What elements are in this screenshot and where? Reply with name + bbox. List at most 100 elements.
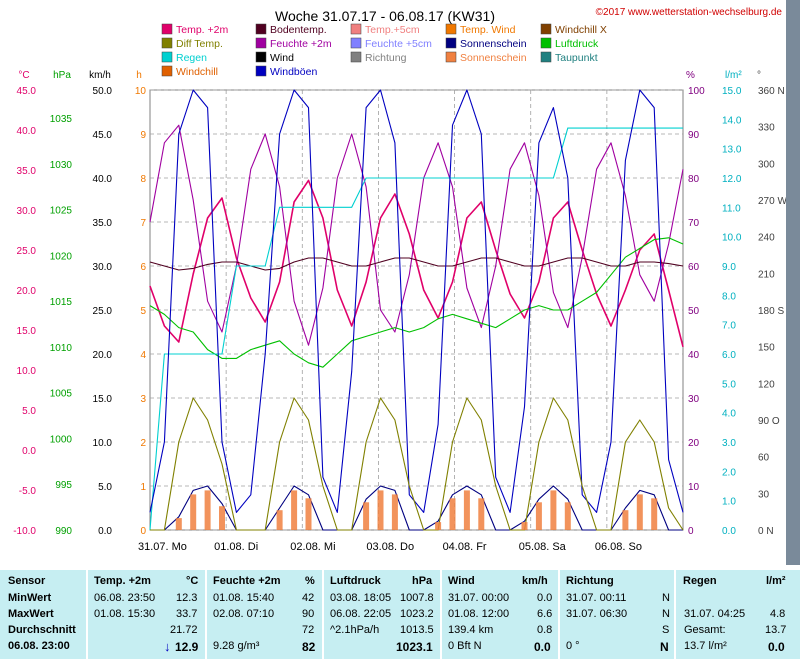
direction-axis-tick-label: 360 N bbox=[758, 86, 785, 97]
current-temp-value: 12.9 bbox=[175, 640, 199, 654]
direction-axis-tick-label: 240 bbox=[758, 233, 775, 244]
pressure-axis-tick-label: 1000 bbox=[50, 434, 73, 445]
sunshine-bar bbox=[175, 518, 182, 530]
sunshine-bar bbox=[276, 510, 283, 530]
wind-axis-tick-label: 45.0 bbox=[93, 130, 113, 141]
avg-wind-value: 0.8 bbox=[537, 624, 553, 636]
hours-axis-tick-label: 4 bbox=[140, 350, 146, 361]
row-label-max: MaxWert bbox=[8, 608, 54, 620]
rain-axis-tick-label: 11.0 bbox=[722, 203, 741, 214]
temp-axis-tick-label: 15.0 bbox=[17, 326, 37, 337]
temp-axis-tick-label: 40.0 bbox=[17, 126, 37, 137]
sunshine-bar bbox=[363, 502, 370, 530]
hours-axis-tick-label: 9 bbox=[140, 130, 146, 141]
pressure-axis-tick-label: 1005 bbox=[50, 389, 73, 400]
max-wind-value: 6.6 bbox=[537, 608, 553, 620]
legend-swatch bbox=[350, 37, 362, 49]
legend-swatch bbox=[540, 37, 552, 49]
sunshine-bar bbox=[435, 522, 442, 530]
temp-axis-unit-label: °C bbox=[18, 70, 29, 81]
min-pressure-value: 1007.8 bbox=[400, 592, 434, 604]
min-wind-value: 0.0 bbox=[537, 592, 553, 604]
rain-axis-tick-label: 6.0 bbox=[722, 350, 736, 361]
hours-axis-tick-label: 3 bbox=[140, 394, 146, 405]
series-line-feuchte-2m bbox=[149, 124, 684, 346]
humidity-axis-tick-label: 10 bbox=[688, 482, 700, 493]
direction-axis-unit-label: ° bbox=[757, 70, 761, 81]
humidity-axis-tick-label: 80 bbox=[688, 174, 700, 185]
legend-label: Bodentemp. bbox=[270, 24, 327, 36]
humidity-axis-tick-label: 100 bbox=[688, 86, 705, 97]
legend-swatch bbox=[350, 23, 362, 35]
rain-axis-tick-label: 7.0 bbox=[722, 321, 736, 332]
weekly-weather-chart: °C45.040.035.030.025.020.015.010.05.00.0… bbox=[13, 7, 787, 553]
hours-axis-tick-label: 6 bbox=[140, 262, 146, 273]
min-humidity-value: 42 bbox=[302, 592, 315, 604]
pressure-axis-tick-label: 1025 bbox=[50, 206, 73, 217]
column-divider bbox=[440, 570, 442, 659]
pressure-axis-tick-label: 990 bbox=[55, 526, 72, 537]
absolute-humidity: 9.28 g/m³ bbox=[213, 640, 260, 652]
sunshine-bar bbox=[564, 502, 571, 530]
humidity-axis-tick-label: 0 bbox=[688, 526, 694, 537]
wind-axis-tick-label: 35.0 bbox=[93, 218, 113, 229]
humidity-axis-tick-label: 90 bbox=[688, 130, 700, 141]
header-temp-unit: °C bbox=[186, 575, 199, 587]
rain-total-label: Gesamt: bbox=[684, 624, 726, 636]
row-label-average: Durchschnitt bbox=[8, 624, 76, 636]
direction-axis-tick-label: 150 bbox=[758, 343, 775, 354]
legend: Temp. +2m Bodentemp. Temp.+5cm Temp. Wind Wi… bbox=[161, 23, 607, 78]
max-rain-value: 4.8 bbox=[770, 608, 786, 620]
column-divider bbox=[205, 570, 207, 659]
x-axis-day-label: 01.08. Di bbox=[214, 541, 258, 553]
column-divider bbox=[86, 570, 88, 659]
series-layer bbox=[149, 89, 684, 531]
temp-axis-tick-label: 0.0 bbox=[22, 446, 36, 457]
humidity-axis-unit-label: % bbox=[686, 70, 695, 81]
sunshine-bar bbox=[651, 498, 658, 530]
sunshine-bar bbox=[391, 494, 398, 530]
sunshine-bar bbox=[204, 490, 211, 530]
wind-axis-tick-label: 5.0 bbox=[98, 482, 112, 493]
wind-beaufort: 0 Bft N bbox=[448, 640, 482, 652]
column-divider bbox=[674, 570, 676, 659]
rain-axis-tick-label: 1.0 bbox=[722, 497, 736, 508]
legend-label: Windchill bbox=[176, 66, 218, 78]
hours-axis-tick-label: 7 bbox=[140, 218, 146, 229]
header-pressure-unit: hPa bbox=[412, 575, 433, 587]
legend-swatch bbox=[540, 51, 552, 63]
sunshine-bar bbox=[291, 490, 298, 530]
x-axis-day-label: 03.08. Do bbox=[366, 541, 414, 553]
avg-pressure-value: 1013.5 bbox=[400, 624, 434, 636]
legend-swatch bbox=[445, 23, 457, 35]
current-direction-value: N bbox=[660, 640, 669, 654]
copyright-text: ©2017 www.wetterstation-wechselburg.de bbox=[596, 7, 783, 18]
wind-axis-tick-label: 50.0 bbox=[93, 86, 113, 97]
temp-axis-tick-label: 5.0 bbox=[22, 406, 36, 417]
pressure-trend: ^2.1hPa/h bbox=[330, 624, 380, 636]
wind-axis-tick-label: 25.0 bbox=[93, 306, 113, 317]
x-axis-day-label: 06.08. So bbox=[595, 541, 642, 553]
legend-swatch bbox=[161, 37, 173, 49]
legend-label: Sonnenschein bbox=[460, 52, 527, 64]
temp-trend-arrow: ↓ bbox=[164, 639, 171, 654]
axes-layer: °C45.040.035.030.025.020.015.010.05.00.0… bbox=[13, 70, 787, 553]
current-direction-degrees: 0 ° bbox=[566, 640, 580, 652]
rain-axis-tick-label: 0.0 bbox=[722, 526, 736, 537]
wind-distance: 139.4 km bbox=[448, 624, 494, 636]
wind-axis-tick-label: 30.0 bbox=[93, 262, 113, 273]
max-temp-value: 33.7 bbox=[176, 608, 198, 620]
wind-axis-unit-label: km/h bbox=[89, 70, 111, 81]
legend-label: Feuchte +5cm bbox=[365, 38, 432, 50]
direction-axis-tick-label: 270 W bbox=[758, 196, 787, 207]
legend-swatch bbox=[255, 51, 267, 63]
legend-swatch bbox=[161, 23, 173, 35]
min-temp-date: 06.08. 23:50 bbox=[94, 592, 156, 604]
max-pressure-value: 1023.2 bbox=[400, 608, 434, 620]
temp-axis-tick-label: -5.0 bbox=[19, 486, 37, 497]
temp-axis-tick-label: -10.0 bbox=[13, 526, 36, 537]
temp-axis-tick-label: 20.0 bbox=[17, 286, 37, 297]
min-wind-date: 31.07. 00:00 bbox=[448, 592, 510, 604]
chart-title: Woche 31.07.17 - 06.08.17 (KW31) bbox=[275, 8, 495, 24]
statistics-table: Sensor Temp. +2m °C Feuchte +2m % Luftdr… bbox=[0, 570, 800, 659]
